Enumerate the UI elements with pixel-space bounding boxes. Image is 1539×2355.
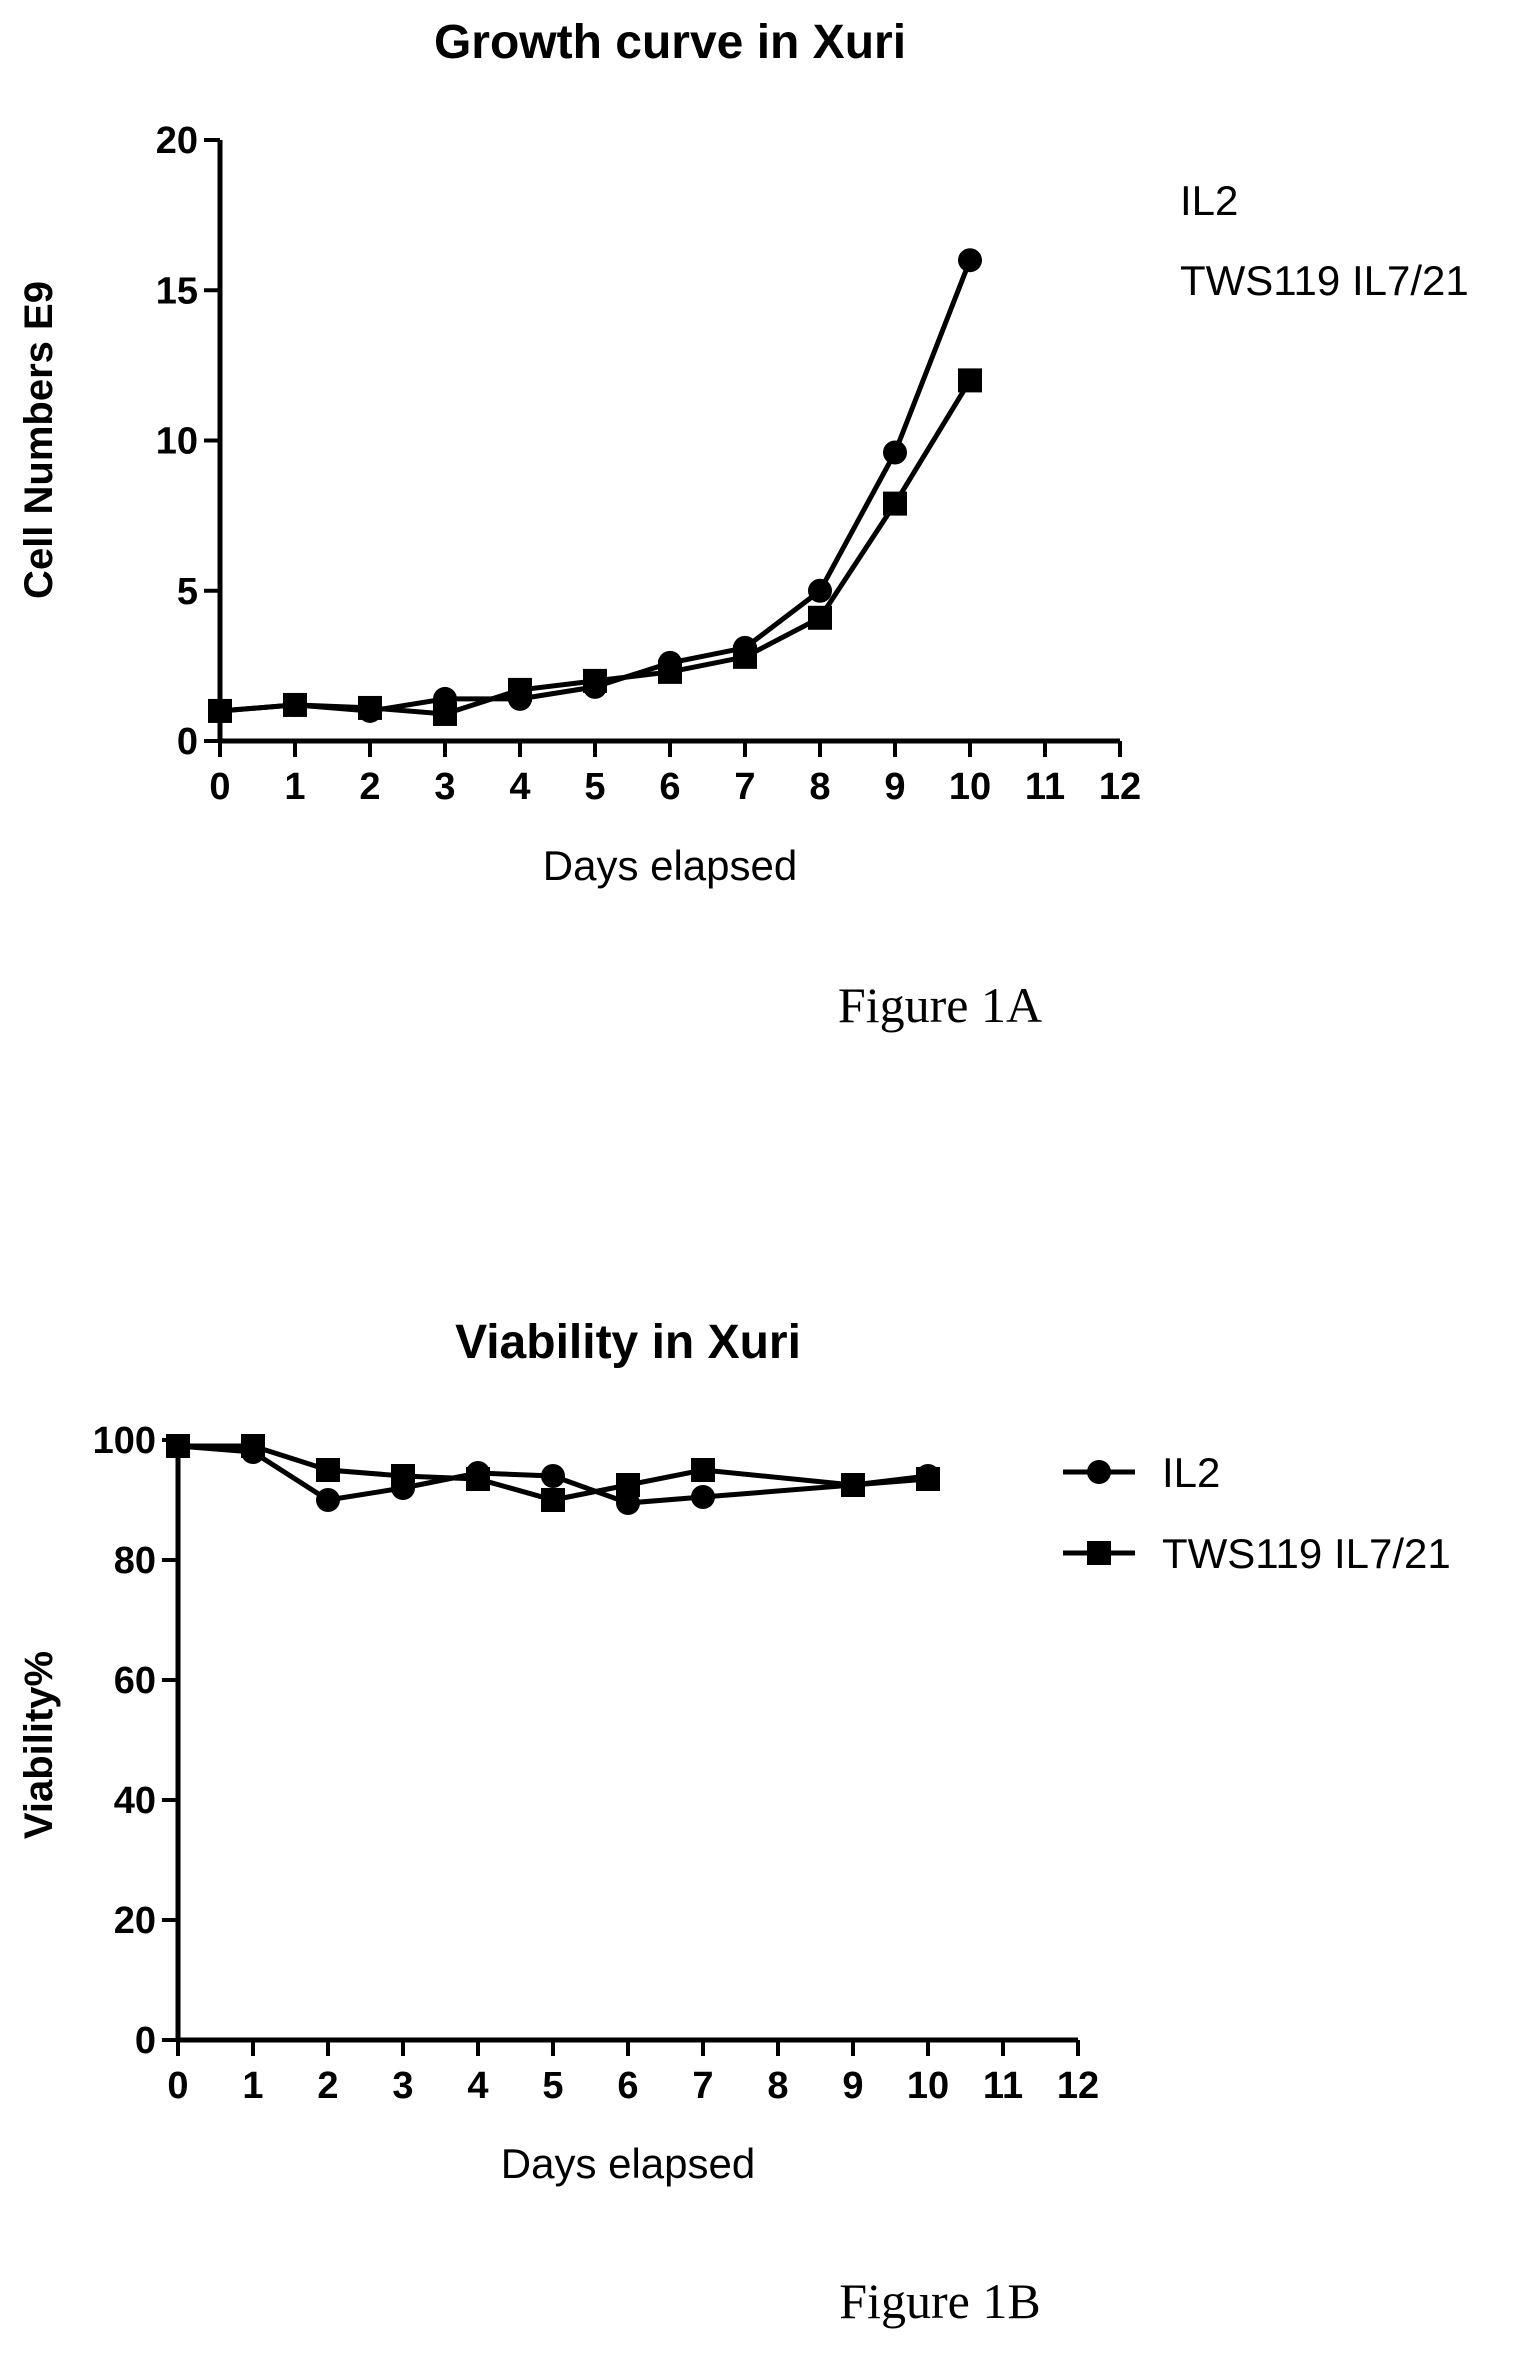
- data-point-square: [583, 668, 607, 693]
- x-tick-label: 2: [317, 2065, 338, 2107]
- y-tick-label: 60: [114, 1660, 156, 1702]
- y-tick-label: 10: [156, 421, 198, 463]
- legend-marker-square: [1087, 1541, 1111, 1565]
- x-tick-label: 9: [842, 2065, 863, 2107]
- data-point-square: [541, 1488, 565, 1512]
- legend: IL2 TWS119 IL7/21: [1180, 177, 1469, 304]
- series-line-tws119: [219, 379, 973, 717]
- legend-marker-circle: [1087, 1460, 1111, 1484]
- x-tick-label: 3: [434, 766, 455, 808]
- y-tick-label: 0: [135, 2020, 156, 2062]
- data-point-circle: [541, 1464, 565, 1488]
- x-tick-label: 1: [242, 2065, 263, 2107]
- x-tick-label: 0: [209, 766, 230, 808]
- series-line-il2: [219, 259, 973, 714]
- data-point-square: [391, 1464, 415, 1488]
- series-line-il2: [177, 1443, 929, 1506]
- data-point-circle: [883, 440, 907, 465]
- y-axis-label: Cell Numbers E9: [17, 281, 61, 599]
- data-point-circle: [691, 1485, 715, 1509]
- x-tick-label: 11: [983, 2065, 1023, 2107]
- x-tick-label: 5: [584, 766, 605, 808]
- x-tick-label: 8: [809, 766, 830, 808]
- figure-caption: Figure 1B: [839, 2273, 1040, 2329]
- y-tick-label: 100: [93, 1420, 156, 1462]
- y-tick-label: 80: [114, 1540, 156, 1582]
- data-point-square: [883, 491, 907, 516]
- data-point-square: [916, 1467, 940, 1491]
- data-point-square: [616, 1473, 640, 1497]
- x-tick-label: 4: [467, 2065, 488, 2107]
- x-tick-label: 2: [359, 766, 380, 808]
- x-tick-label: 12: [1057, 2065, 1099, 2107]
- x-tick-label: 10: [949, 766, 991, 808]
- x-tick-label: 6: [659, 766, 680, 808]
- x-axis-label: Days elapsed: [501, 2140, 755, 2187]
- data-point-square: [691, 1458, 715, 1482]
- chart-title: Growth curve in Xuri: [434, 16, 906, 69]
- data-point-square: [283, 692, 307, 717]
- x-tick-label: 8: [767, 2065, 788, 2107]
- data-point-square: [166, 1434, 190, 1458]
- series-line-tws119: [178, 1443, 929, 1503]
- legend-entry-il2: IL2: [1180, 177, 1238, 224]
- x-tick-label: 5: [542, 2065, 563, 2107]
- data-point-square: [808, 605, 832, 630]
- y-tick-label: 40: [114, 1780, 156, 1822]
- data-point-square: [208, 698, 232, 723]
- x-tick-label: 11: [1025, 766, 1065, 808]
- legend-entry-tws119: TWS119 IL7/21: [1162, 1530, 1451, 1577]
- data-point-square: [733, 644, 757, 669]
- data-point-square: [358, 695, 382, 720]
- y-tick-label: 15: [156, 270, 198, 312]
- data-point-square: [316, 1458, 340, 1482]
- legend: IL2 TWS119 IL7/21: [1063, 1449, 1451, 1577]
- x-tick-label: 6: [617, 2065, 638, 2107]
- data-point-square: [433, 701, 457, 726]
- x-tick-label: 3: [392, 2065, 413, 2107]
- x-tick-label: 0: [167, 2065, 188, 2107]
- x-tick-label: 4: [509, 766, 530, 808]
- x-tick-label: 10: [907, 2065, 949, 2107]
- data-point-square: [958, 368, 982, 393]
- y-axis-label: Viability%: [17, 1651, 61, 1839]
- data-point-circle: [808, 578, 832, 603]
- legend-entry-il2: IL2: [1162, 1449, 1220, 1496]
- figure-caption: Figure 1A: [838, 977, 1042, 1033]
- x-tick-label: 7: [692, 2065, 713, 2107]
- x-tick-label: 12: [1099, 766, 1141, 808]
- x-tick-label: 9: [884, 766, 905, 808]
- data-point-square: [466, 1467, 490, 1491]
- data-point-square: [241, 1434, 265, 1458]
- x-axis-label: Days elapsed: [543, 842, 797, 889]
- data-point-square: [658, 659, 682, 684]
- x-tick-label: 7: [734, 766, 755, 808]
- data-point-square: [841, 1473, 865, 1497]
- y-tick-label: 20: [156, 120, 198, 162]
- y-tick-label: 5: [177, 571, 198, 613]
- data-point-circle: [316, 1488, 340, 1512]
- data-point-square: [508, 677, 532, 702]
- data-point-circle: [958, 248, 982, 273]
- x-tick-label: 1: [284, 766, 305, 808]
- chart-title: Viability in Xuri: [455, 1316, 801, 1369]
- y-tick-label: 20: [114, 1900, 156, 1942]
- y-tick-label: 0: [177, 721, 198, 763]
- legend-entry-tws119: TWS119 IL7/21: [1180, 257, 1469, 304]
